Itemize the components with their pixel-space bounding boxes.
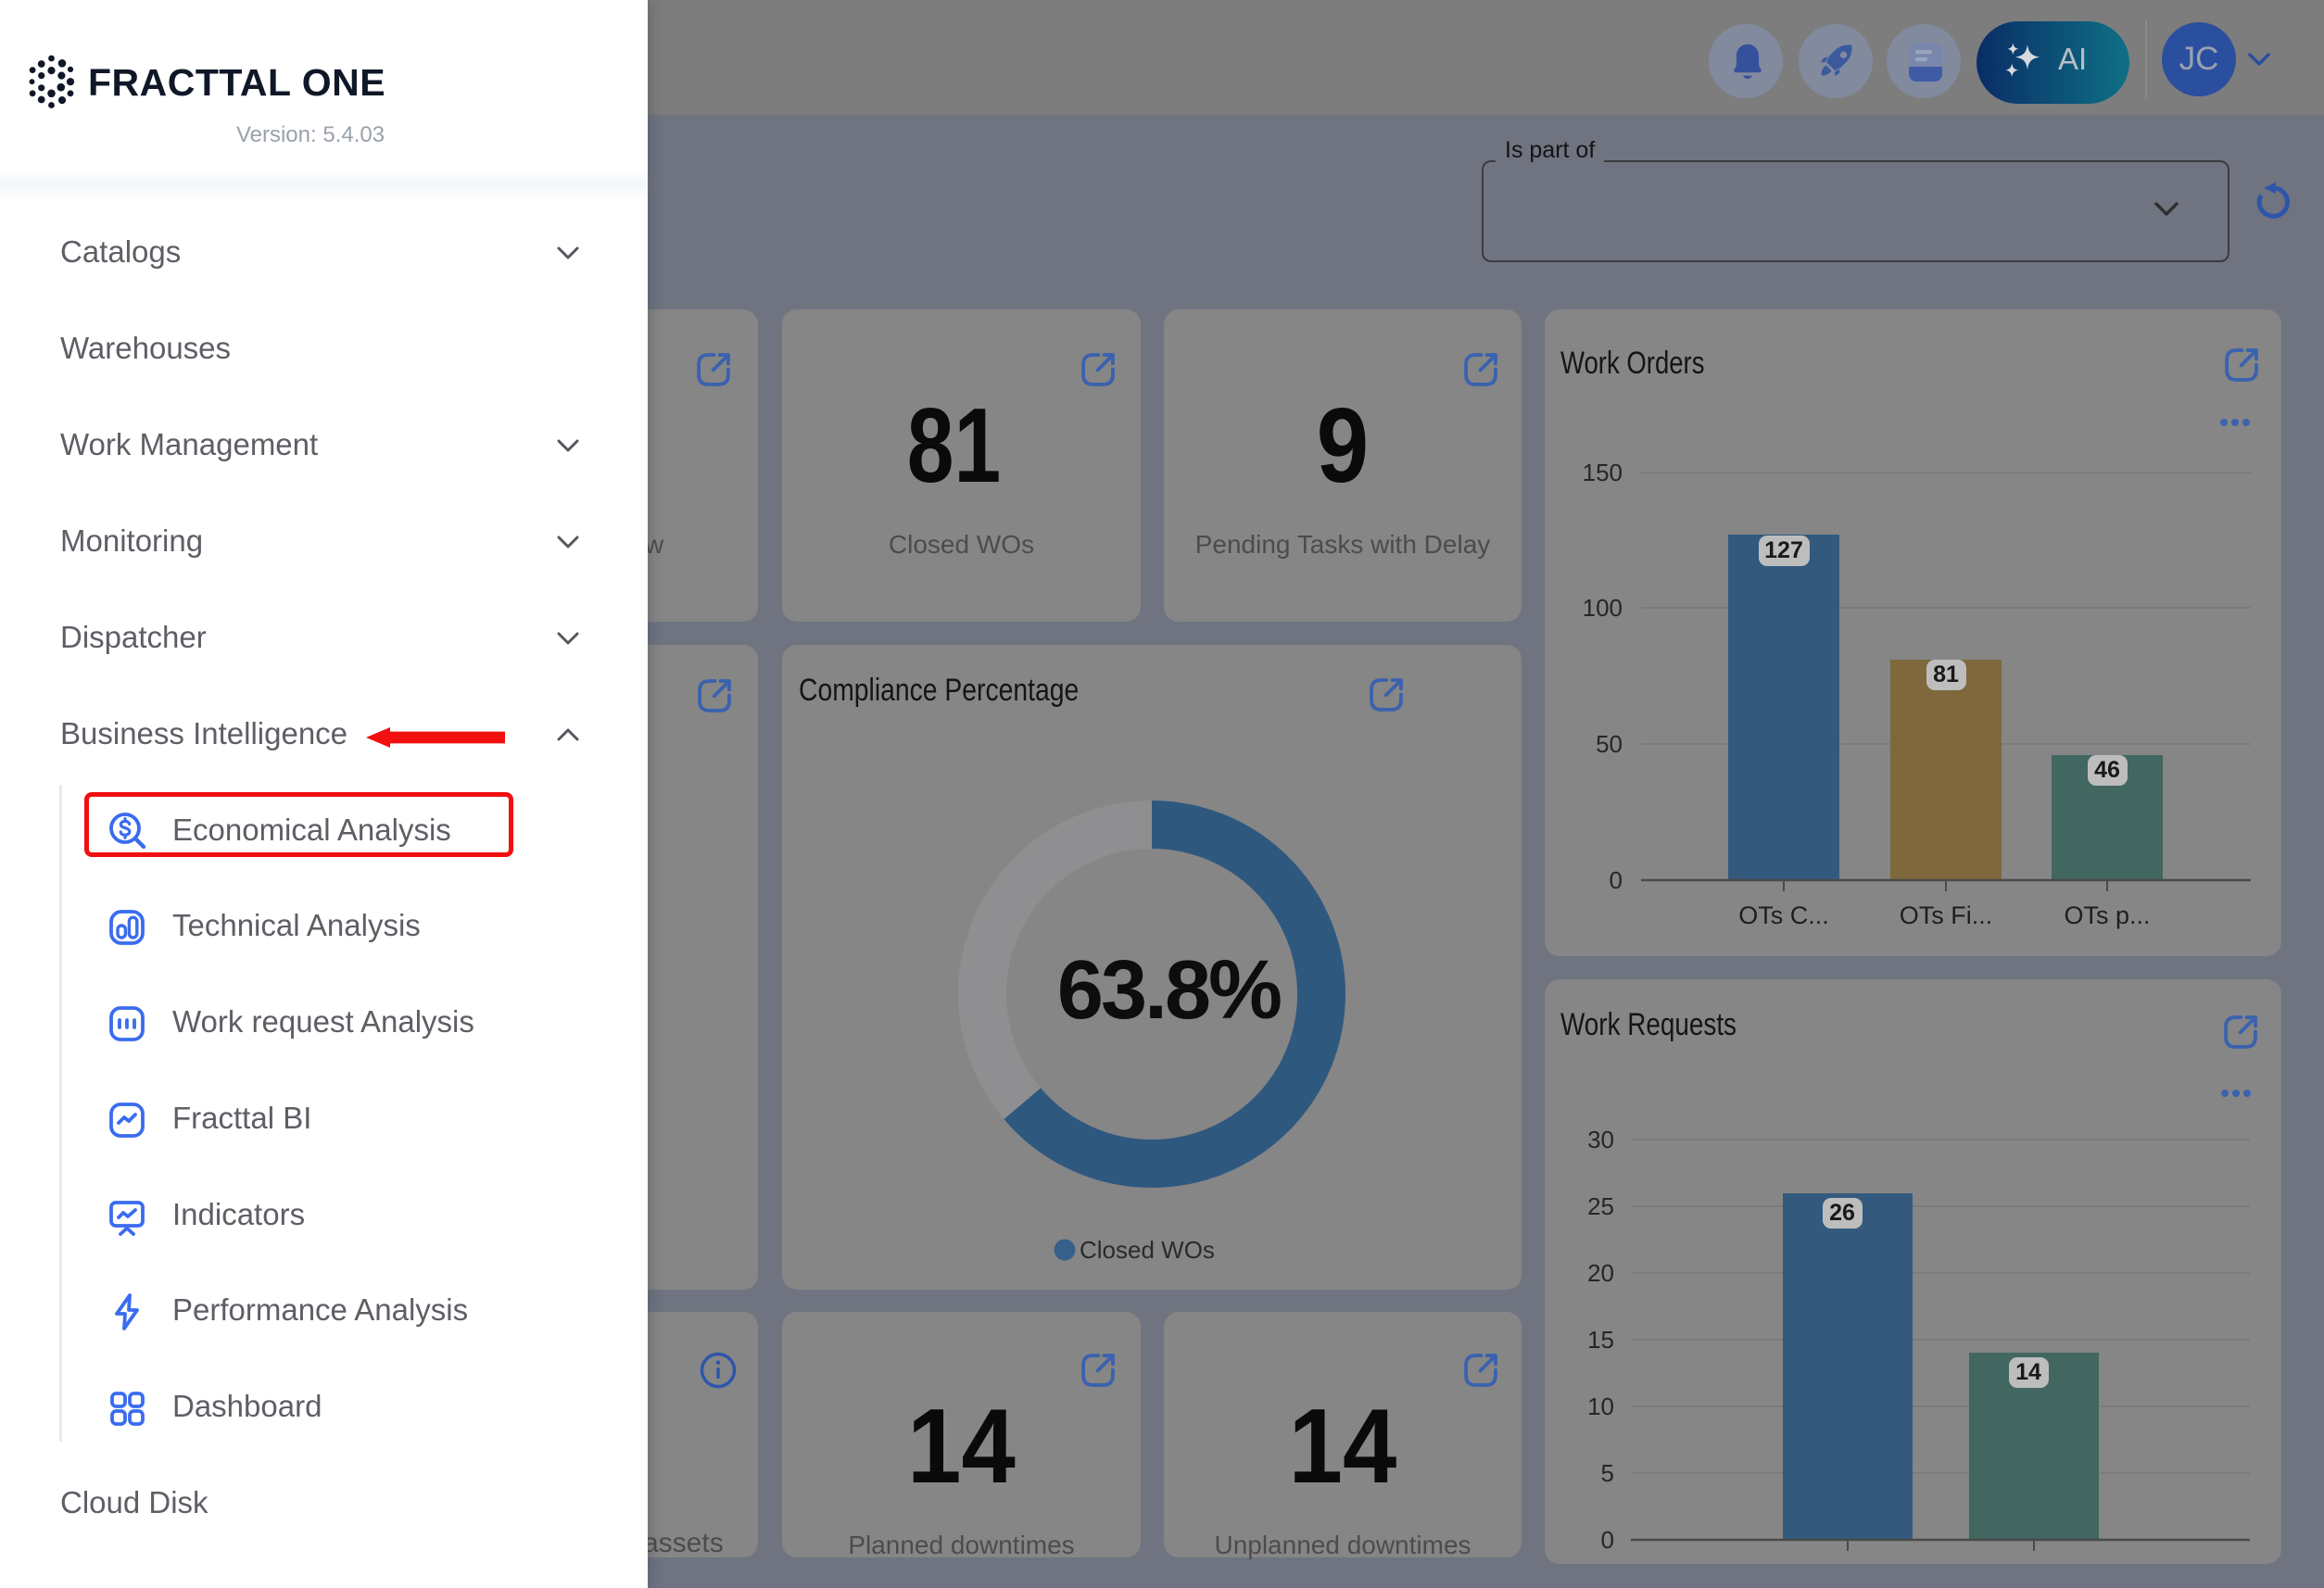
svg-text:Work Requests: Work Requests xyxy=(1560,1006,1737,1041)
svg-text:OTs C...: OTs C... xyxy=(1738,901,1829,929)
svg-text:OTs p...: OTs p... xyxy=(2064,901,2150,929)
svg-text:14: 14 xyxy=(2015,1359,2041,1385)
svg-text:15: 15 xyxy=(1587,1326,1614,1354)
svg-text:100: 100 xyxy=(1583,594,1623,622)
svg-text:Work Orders: Work Orders xyxy=(1560,345,1704,380)
svg-text:46: 46 xyxy=(2094,757,2120,783)
svg-text:0: 0 xyxy=(1610,866,1623,894)
svg-text:81: 81 xyxy=(1933,662,1959,687)
svg-text:50: 50 xyxy=(1596,730,1623,758)
svg-text:26: 26 xyxy=(1829,1200,1855,1226)
svg-text:25: 25 xyxy=(1587,1192,1614,1220)
svg-text:30: 30 xyxy=(1587,1126,1614,1153)
svg-text:150: 150 xyxy=(1583,459,1623,486)
svg-text:Closed WOs: Closed WOs xyxy=(1080,1236,1215,1264)
svg-text:OTs Fi...: OTs Fi... xyxy=(1900,901,1993,929)
svg-text:5: 5 xyxy=(1601,1459,1614,1487)
svg-text:127: 127 xyxy=(1764,537,1803,563)
svg-text:10: 10 xyxy=(1587,1393,1614,1420)
svg-text:0: 0 xyxy=(1601,1526,1614,1554)
svg-text:20: 20 xyxy=(1587,1259,1614,1287)
